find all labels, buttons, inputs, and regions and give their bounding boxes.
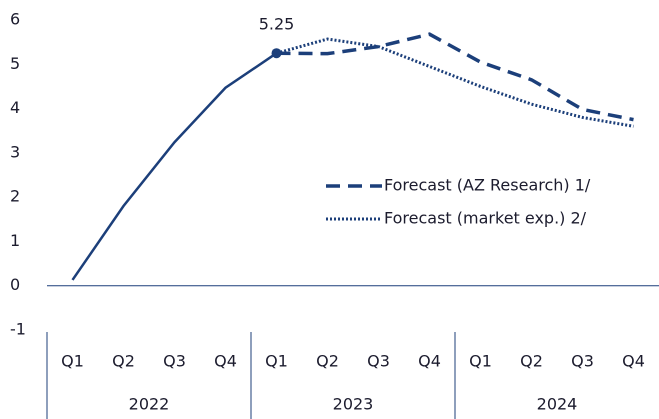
x-tick-label: Q2 [316,352,339,371]
y-tick-label: 1 [10,231,20,250]
series-line [71,52,278,281]
x-tick-label: Q2 [520,352,543,371]
y-tick-label: 6 [10,10,20,29]
x-tick-label: Q1 [265,352,288,371]
x-tick-label: Q3 [367,352,390,371]
x-tick-label: Q4 [214,352,237,371]
y-tick-label: 4 [10,98,20,117]
legend-label: Forecast (market exp.) 2/ [384,209,587,228]
y-tick-label: -1 [10,320,26,339]
series-line [276,32,634,122]
x-tick-label: Q4 [622,352,645,371]
y-tick-label: 2 [10,187,20,206]
x-tick-label: Q3 [163,352,186,371]
y-tick-label: 5 [10,54,20,73]
legend-label: Forecast (AZ Research) 1/ [384,176,591,195]
x-tick-label: Q4 [418,352,441,371]
group-label: 2024 [537,395,578,414]
x-tick-label: Q1 [61,352,84,371]
data-label: 5.25 [259,15,295,34]
x-tick-label: Q1 [469,352,492,371]
series-line [276,37,634,128]
x-tick-label: Q3 [571,352,594,371]
group-label: 2022 [129,395,170,414]
y-tick-label: 0 [10,275,20,294]
x-tick-label: Q2 [112,352,135,371]
group-label: 2023 [333,395,374,414]
y-tick-label: 3 [10,142,20,161]
